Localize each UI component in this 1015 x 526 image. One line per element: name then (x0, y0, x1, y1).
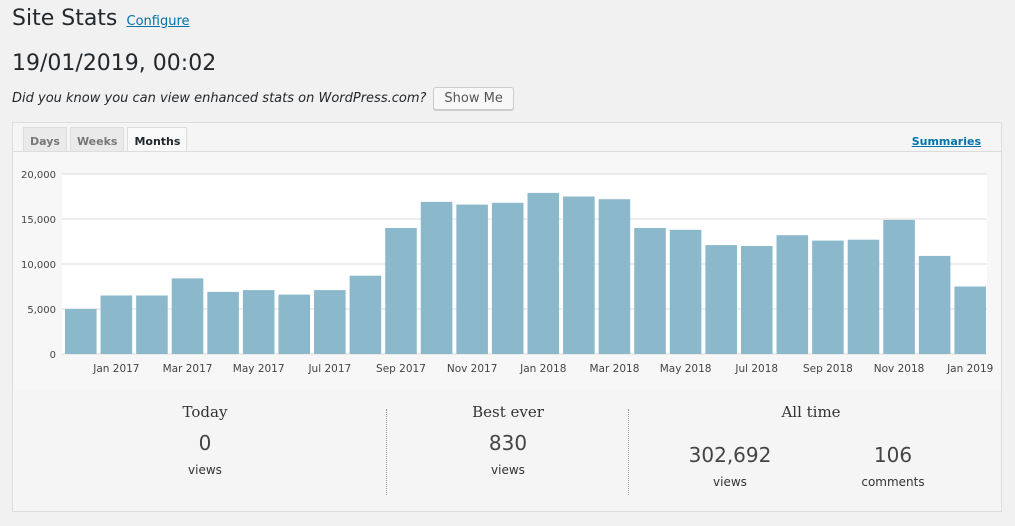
bar-jun-2017 (278, 294, 311, 354)
bar-may-2017 (242, 290, 275, 354)
stat-today-unit: views (188, 463, 222, 477)
stat-best-heading: Best ever (472, 403, 544, 421)
bar-aug-2017 (349, 275, 382, 354)
bar-nov-2017 (456, 204, 488, 354)
x-tick-label: Nov 2017 (447, 363, 498, 375)
stats-panel: Days Weeks Months Summaries 0 5,000 10,000… (12, 122, 1002, 512)
bar-dec-2017 (491, 202, 524, 354)
x-tick-label: Mar 2018 (590, 363, 640, 375)
stat-all-time-comments-unit: comments (861, 475, 925, 489)
x-tick-label: Mar 2017 (163, 363, 213, 375)
bar-feb-2018 (563, 196, 595, 354)
stat-best-unit: views (491, 463, 525, 477)
x-tick-label: Jul 2018 (734, 363, 778, 375)
bar-sep-2017 (385, 228, 417, 354)
stats-datetime: 19/01/2019, 00:02 (12, 51, 217, 76)
x-tick-label: Nov 2018 (874, 363, 925, 375)
y-tick-label: 15,000 (21, 215, 56, 226)
x-tick-label: Sep 2018 (803, 363, 853, 375)
tab-months[interactable]: Months (127, 127, 188, 154)
stat-today-value: 0 (198, 431, 212, 455)
stat-all-time-comments-value: 106 (873, 443, 913, 467)
x-tick-label: Sep 2017 (376, 363, 426, 375)
stat-best-value: 830 (488, 431, 528, 455)
period-tabs: Days Weeks Months (23, 127, 190, 154)
bar-jan-2017 (100, 295, 133, 354)
views-bar-chart: 0 5,000 10,000 15,000 20,000 Jan 2017 Mar 2017… (21, 170, 993, 375)
y-tick-label: 0 (50, 350, 56, 361)
stat-all-time-comments: 106 comments (833, 433, 953, 489)
x-tick-label: Jan 2019 (946, 363, 993, 375)
chart-area: 0 5,000 10,000 15,000 20,000 Jan 2017 Mar 2017… (13, 151, 1001, 390)
y-tick-label: 20,000 (21, 170, 56, 181)
bar-oct-2017 (420, 201, 453, 354)
tab-weeks[interactable]: Weeks (69, 127, 125, 154)
page-title: Site Stats (12, 6, 118, 31)
bar-may-2018 (669, 229, 702, 354)
enhanced-stats-notice: Did you know you can view enhanced stats… (12, 87, 514, 110)
stat-divider (628, 409, 629, 495)
bar-apr-2018 (634, 228, 666, 354)
bar-mar-2017 (171, 278, 204, 354)
x-tick-label: Jan 2018 (519, 363, 566, 375)
x-tick-label: Jan 2017 (92, 363, 139, 375)
show-me-button[interactable]: Show Me (433, 87, 514, 110)
stat-best-ever: Best ever 830 views (448, 403, 568, 477)
bar-feb-2017 (136, 295, 168, 354)
bar-mar-2018 (598, 199, 631, 354)
stat-today: Today 0 views (145, 403, 265, 477)
bar-jul-2017 (314, 290, 346, 354)
stat-today-heading: Today (182, 403, 228, 421)
y-tick-label: 5,000 (27, 305, 56, 316)
bar-oct-2018 (847, 239, 880, 354)
x-tick-label: May 2018 (660, 363, 712, 375)
bar-sep-2018 (812, 240, 844, 354)
bar-jul-2018 (740, 246, 773, 354)
bar-nov-2018 (883, 219, 915, 354)
bar-jun-2018 (705, 245, 737, 354)
stats-summary: Today 0 views Best ever 830 views All ti… (13, 403, 1001, 503)
summaries-link[interactable]: Summaries (911, 135, 981, 148)
stat-all-time-views-unit: views (713, 475, 747, 489)
stat-all-time-views-value: 302,692 (688, 443, 772, 467)
page-header: Site Stats Configure (12, 6, 190, 31)
notice-text: Did you know you can view enhanced stats… (12, 91, 427, 106)
x-tick-label: Jul 2017 (307, 363, 351, 375)
bar-dec-2016 (65, 309, 97, 354)
bar-aug-2018 (776, 235, 809, 354)
stat-all-time: All time (751, 403, 871, 421)
stat-divider (386, 409, 387, 495)
bar-dec-2018 (918, 255, 951, 354)
tab-days[interactable]: Days (23, 127, 67, 154)
bar-jan-2019 (954, 286, 986, 354)
stat-all-time-views: 302,692 views (670, 433, 790, 489)
y-tick-label: 10,000 (21, 260, 56, 271)
x-tick-label: May 2017 (233, 363, 285, 375)
bar-apr-2017 (207, 291, 239, 354)
configure-link[interactable]: Configure (126, 14, 190, 29)
bar-jan-2018 (527, 192, 560, 354)
stat-all-time-heading: All time (781, 403, 841, 421)
